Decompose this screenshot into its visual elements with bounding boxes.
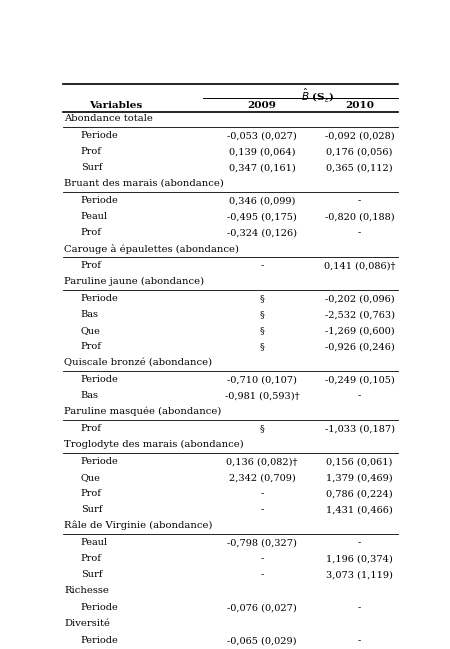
Text: -: - [261, 505, 264, 514]
Text: Prof: Prof [81, 424, 102, 433]
Text: -0,495 (0,175): -0,495 (0,175) [227, 212, 297, 221]
Text: §: § [260, 424, 265, 433]
Text: Periode: Periode [81, 131, 118, 140]
Text: -1,269 (0,600): -1,269 (0,600) [325, 326, 395, 336]
Text: Prof: Prof [81, 489, 102, 498]
Text: -0,926 (0,246): -0,926 (0,246) [325, 342, 395, 351]
Text: 3,073 (1,119): 3,073 (1,119) [326, 570, 393, 579]
Text: 2009: 2009 [248, 101, 276, 110]
Text: 1,196 (0,374): 1,196 (0,374) [326, 554, 393, 563]
Text: §: § [260, 326, 265, 336]
Text: -0,202 (0,096): -0,202 (0,096) [325, 294, 395, 303]
Text: -0,053 (0,027): -0,053 (0,027) [227, 131, 297, 140]
Text: Que: Que [81, 326, 100, 336]
Text: -: - [358, 391, 361, 400]
Text: Prof: Prof [81, 228, 102, 238]
Text: Surf: Surf [81, 505, 102, 514]
Text: Prof: Prof [81, 262, 102, 270]
Text: -0,710 (0,107): -0,710 (0,107) [227, 375, 297, 384]
Text: $\hat{B}$ (S$_{\varepsilon}$): $\hat{B}$ (S$_{\varepsilon}$) [301, 86, 334, 104]
Text: -: - [358, 603, 361, 612]
Text: 0,346 (0,099): 0,346 (0,099) [229, 196, 295, 205]
Text: -: - [261, 570, 264, 579]
Text: Peaul: Peaul [81, 212, 108, 221]
Text: -0,249 (0,105): -0,249 (0,105) [325, 375, 395, 384]
Text: Paruline masquée (abondance): Paruline masquée (abondance) [64, 407, 221, 416]
Text: Peaul: Peaul [81, 538, 108, 547]
Text: -1,033 (0,187): -1,033 (0,187) [324, 424, 395, 433]
Text: 1,431 (0,466): 1,431 (0,466) [326, 505, 393, 514]
Text: Diversité: Diversité [64, 618, 110, 628]
Text: Periode: Periode [81, 457, 118, 466]
Text: Prof: Prof [81, 342, 102, 351]
Text: Surf: Surf [81, 570, 102, 579]
Text: -0,092 (0,028): -0,092 (0,028) [325, 131, 395, 140]
Text: §: § [260, 342, 265, 351]
Text: -0,981 (0,593)†: -0,981 (0,593)† [225, 391, 299, 400]
Text: 0,365 (0,112): 0,365 (0,112) [326, 164, 393, 173]
Text: Que: Que [81, 473, 100, 482]
Text: Periode: Periode [81, 196, 118, 205]
Text: Prof: Prof [81, 147, 102, 156]
Text: Variables: Variables [89, 101, 142, 110]
Text: -: - [261, 489, 264, 498]
Text: 2,342 (0,709): 2,342 (0,709) [229, 473, 295, 482]
Text: Periode: Periode [81, 636, 118, 645]
Text: -: - [358, 636, 361, 645]
Text: Richesse: Richesse [64, 585, 109, 594]
Text: Bas: Bas [81, 310, 99, 319]
Text: §: § [260, 294, 265, 303]
Text: 0,156 (0,061): 0,156 (0,061) [327, 457, 393, 466]
Text: 0,136 (0,082)†: 0,136 (0,082)† [226, 457, 298, 466]
Text: -: - [261, 262, 264, 270]
Text: -0,324 (0,126): -0,324 (0,126) [227, 228, 297, 238]
Text: Abondance totale: Abondance totale [64, 114, 153, 123]
Text: -0,076 (0,027): -0,076 (0,027) [227, 603, 297, 612]
Text: 0,139 (0,064): 0,139 (0,064) [229, 147, 295, 156]
Text: Surf: Surf [81, 164, 102, 173]
Text: Prof: Prof [81, 554, 102, 563]
Text: 2010: 2010 [345, 101, 374, 110]
Text: -: - [261, 554, 264, 563]
Text: -: - [358, 196, 361, 205]
Text: 0,141 (0,086)†: 0,141 (0,086)† [324, 262, 396, 270]
Text: Bruant des marais (abondance): Bruant des marais (abondance) [64, 179, 224, 188]
Text: 0,176 (0,056): 0,176 (0,056) [327, 147, 393, 156]
Text: -0,820 (0,188): -0,820 (0,188) [325, 212, 395, 221]
Text: -0,065 (0,029): -0,065 (0,029) [227, 636, 297, 645]
Text: Periode: Periode [81, 294, 118, 303]
Text: -: - [358, 538, 361, 547]
Text: Carouge à épaulettes (abondance): Carouge à épaulettes (abondance) [64, 244, 239, 254]
Text: -0,798 (0,327): -0,798 (0,327) [227, 538, 297, 547]
Text: Periode: Periode [81, 603, 118, 612]
Text: Paruline jaune (abondance): Paruline jaune (abondance) [64, 276, 204, 286]
Text: -: - [358, 228, 361, 238]
Text: 1,379 (0,469): 1,379 (0,469) [326, 473, 393, 482]
Text: Troglodyte des marais (abondance): Troglodyte des marais (abondance) [64, 439, 243, 449]
Text: Râle de Virginie (abondance): Râle de Virginie (abondance) [64, 520, 212, 530]
Text: §: § [260, 310, 265, 319]
Text: Bas: Bas [81, 391, 99, 400]
Text: Periode: Periode [81, 375, 118, 384]
Text: -2,532 (0,763): -2,532 (0,763) [324, 310, 395, 319]
Text: 0,347 (0,161): 0,347 (0,161) [229, 164, 295, 173]
Text: Quiscale bronzé (abondance): Quiscale bronzé (abondance) [64, 358, 212, 367]
Text: 0,786 (0,224): 0,786 (0,224) [326, 489, 393, 498]
